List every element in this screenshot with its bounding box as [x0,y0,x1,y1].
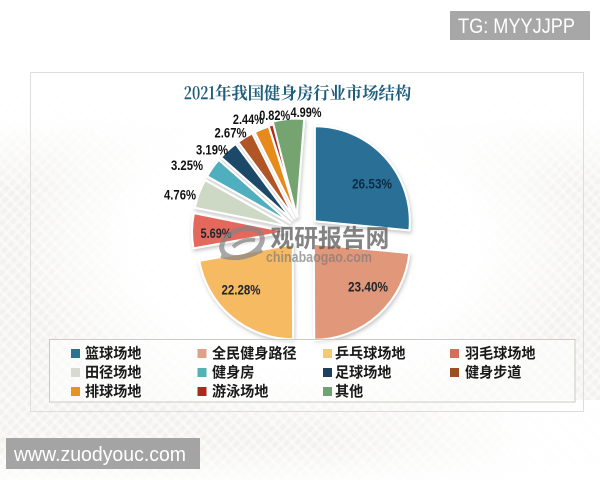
svg-text:www.zuodyouc.com: www.zuodyouc.com [13,444,186,466]
svg-text:3.25%: 3.25% [171,158,203,173]
svg-text:26.53%: 26.53% [352,177,392,192]
svg-text:2.67%: 2.67% [215,126,247,141]
svg-text:2.44%: 2.44% [233,112,264,127]
svg-text:0.82%: 0.82% [259,108,290,123]
svg-text:TG: MYYJJPP: TG: MYYJJPP [458,15,575,38]
svg-text:23.40%: 23.40% [348,280,388,295]
svg-text:22.28%: 22.28% [222,283,261,298]
svg-text:chinabaogao.com: chinabaogao.com [266,250,372,266]
svg-text:4.99%: 4.99% [291,105,322,120]
svg-text:3.19%: 3.19% [196,142,228,157]
svg-text:4.76%: 4.76% [164,188,196,203]
